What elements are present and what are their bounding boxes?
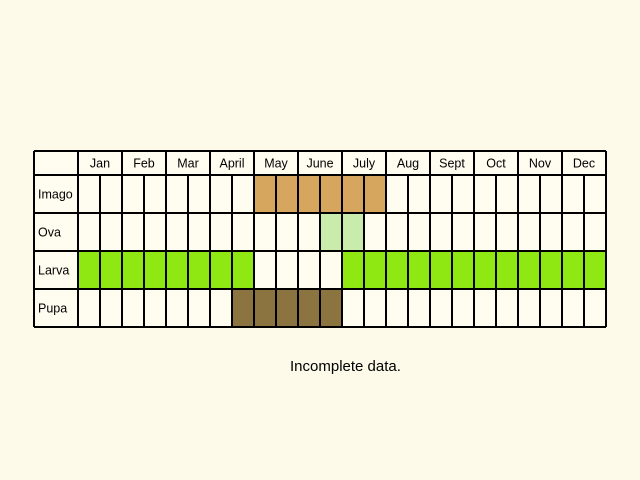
cell-imago-10 [298, 175, 320, 213]
cell-pupa-8 [254, 289, 276, 327]
cell-larva-18 [474, 251, 496, 289]
month-header-may: May [264, 157, 288, 171]
month-header-june: June [306, 157, 333, 171]
cell-larva-4 [166, 251, 188, 289]
cell-larva-1 [100, 251, 122, 289]
cell-larva-6 [210, 251, 232, 289]
stage-label-larva: Larva [38, 264, 69, 278]
cell-larva-17 [452, 251, 474, 289]
cell-larva-21 [540, 251, 562, 289]
cell-larva-7 [232, 251, 254, 289]
cell-imago-8 [254, 175, 276, 213]
cell-larva-20 [518, 251, 540, 289]
stage-label-ova: Ova [38, 226, 61, 240]
stage-label-imago: Imago [38, 188, 73, 202]
month-header-dec: Dec [573, 157, 595, 171]
cell-larva-15 [408, 251, 430, 289]
cell-larva-13 [364, 251, 386, 289]
month-header-aug: Aug [397, 157, 419, 171]
cell-larva-22 [562, 251, 584, 289]
note-text: Incomplete data. [290, 358, 401, 375]
cell-larva-2 [122, 251, 144, 289]
cell-pupa-7 [232, 289, 254, 327]
month-header-april: April [219, 157, 244, 171]
month-header-jan: Jan [90, 157, 110, 171]
cell-larva-23 [584, 251, 606, 289]
cell-ova-12 [342, 213, 364, 251]
cell-imago-11 [320, 175, 342, 213]
cell-imago-13 [364, 175, 386, 213]
month-header-sept: Sept [439, 157, 465, 171]
cell-imago-12 [342, 175, 364, 213]
cell-larva-5 [188, 251, 210, 289]
cell-ova-11 [320, 213, 342, 251]
cell-larva-16 [430, 251, 452, 289]
month-header-mar: Mar [177, 157, 199, 171]
cell-larva-0 [78, 251, 100, 289]
cell-pupa-10 [298, 289, 320, 327]
month-header-feb: Feb [133, 157, 155, 171]
stage-label-pupa: Pupa [38, 302, 67, 316]
month-header-july: July [353, 157, 376, 171]
cell-larva-19 [496, 251, 518, 289]
cell-pupa-9 [276, 289, 298, 327]
cell-imago-9 [276, 175, 298, 213]
month-header-nov: Nov [529, 157, 552, 171]
month-header-oct: Oct [486, 157, 506, 171]
cell-larva-14 [386, 251, 408, 289]
cell-larva-3 [144, 251, 166, 289]
cell-pupa-11 [320, 289, 342, 327]
cell-larva-12 [342, 251, 364, 289]
